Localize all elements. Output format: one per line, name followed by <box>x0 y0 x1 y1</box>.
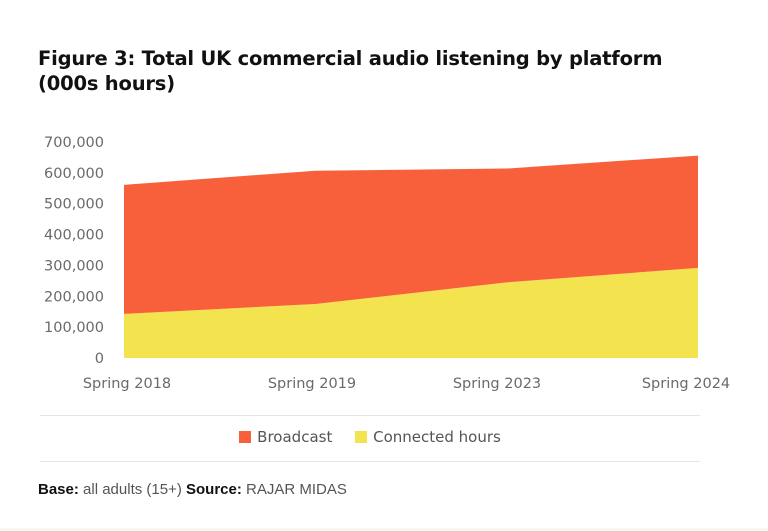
broadcast-swatch <box>239 431 252 443</box>
y-tick-label: 500,000 <box>44 197 104 213</box>
base-value: all adults (15+) <box>83 481 182 498</box>
area-connected-hours <box>124 267 698 358</box>
connected-hours-swatch <box>355 431 368 443</box>
legend-label-broadcast: Broadcast <box>257 428 333 446</box>
legend-divider-bottom <box>40 461 700 462</box>
legend-item-broadcast[interactable]: Broadcast <box>239 428 332 446</box>
x-tick-label: Spring 2018 <box>83 376 171 392</box>
chart-footer: Base: all adults (15+) Source: RAJAR MID… <box>38 481 347 498</box>
chart-title-line-1: Figure 3: Total UK commercial audio list… <box>38 47 663 70</box>
chart-title-line-2: (000s hours) <box>38 72 175 95</box>
x-tick-label: Spring 2019 <box>268 376 356 392</box>
y-tick-label: 0 <box>95 351 104 367</box>
source-value: RAJAR MIDAS <box>246 481 347 498</box>
bottom-rule <box>0 528 768 531</box>
x-tick-label: Spring 2023 <box>453 376 541 392</box>
y-tick-label: 700,000 <box>44 135 104 151</box>
y-tick-label: 600,000 <box>44 166 104 182</box>
legend-item-connected-hours[interactable]: Connected hours <box>355 428 501 446</box>
legend-divider-top <box>40 415 700 416</box>
area-chart: 0 100,000 200,000 300,000 400,000 500,000 600,… <box>44 135 730 392</box>
source-label: Source: <box>186 481 242 498</box>
legend-label-connected-hours: Connected hours <box>373 428 501 446</box>
y-tick-label: 200,000 <box>44 289 104 305</box>
x-tick-label: Spring 2024 <box>642 376 730 392</box>
chart-title: Figure 3: Total UK commercial audio list… <box>38 46 678 96</box>
y-tick-label: 300,000 <box>44 258 104 274</box>
area-broadcast <box>124 155 698 314</box>
y-tick-label: 400,000 <box>44 228 104 244</box>
legend: Broadcast Connected hours <box>0 428 740 447</box>
base-label: Base: <box>38 481 79 498</box>
y-tick-label: 100,000 <box>44 320 104 336</box>
